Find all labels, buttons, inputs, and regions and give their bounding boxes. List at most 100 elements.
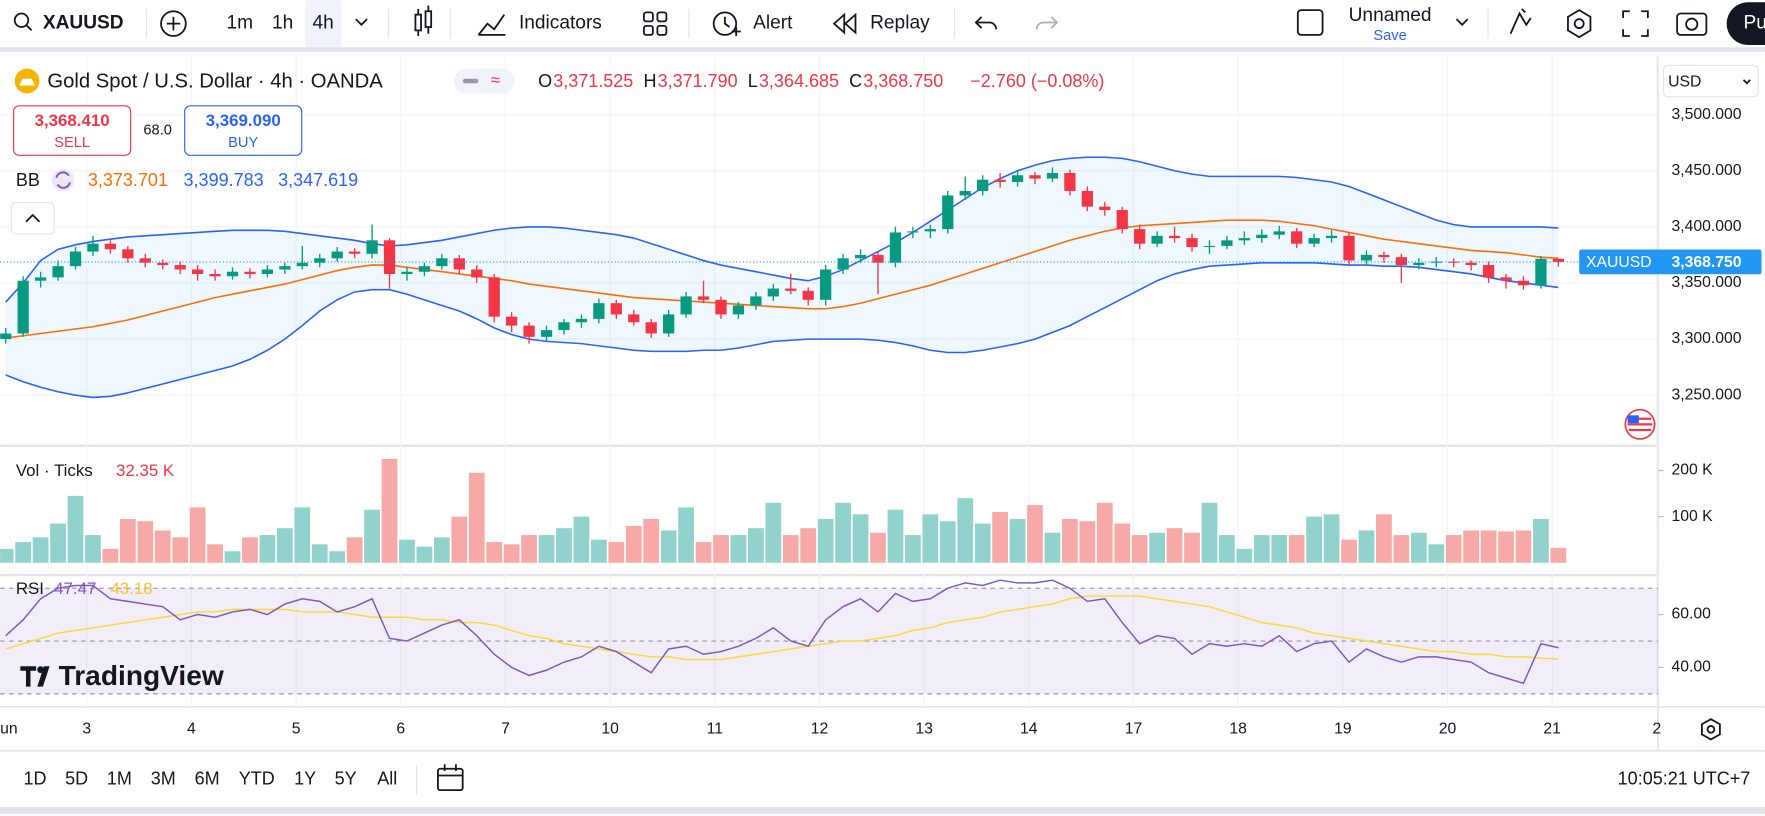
redo-button[interactable] (1035, 16, 1059, 30)
price-change: −2.760 (−0.08%) (970, 71, 1104, 91)
indicators-button[interactable]: Indicators (477, 13, 602, 36)
volume-bar (1445, 535, 1462, 563)
volume-bar (1027, 505, 1043, 563)
event-flag-icon (1627, 415, 1639, 424)
ohlc-value: 3,371.790 (658, 71, 738, 91)
axis-settings-button[interactable] (1700, 718, 1721, 741)
visibility-pill[interactable] (453, 68, 515, 94)
candle-body (1221, 240, 1233, 246)
collapse-button[interactable] (10, 202, 55, 235)
volume-bar (416, 546, 433, 563)
volume-bar (1323, 514, 1340, 563)
snapshot-button[interactable] (1676, 12, 1708, 36)
volume-bar (713, 535, 729, 563)
candle-body (52, 266, 64, 278)
interval[interactable]: 1m (227, 13, 254, 34)
publish-button[interactable] (1726, 2, 1765, 46)
range-button[interactable]: 3M (151, 769, 176, 789)
candle-body (174, 265, 186, 270)
volume-bar (172, 537, 189, 563)
sell-button[interactable] (13, 105, 132, 156)
indicators-icon (477, 14, 506, 36)
time-label: un (0, 720, 18, 737)
candle-body (1046, 172, 1059, 179)
time-label: 14 (1020, 720, 1038, 737)
candle-body (1291, 231, 1303, 244)
volume-bar (1515, 530, 1532, 563)
go-to-date-button[interactable] (437, 767, 464, 792)
volume-bar (1044, 532, 1061, 563)
volume-bar (1463, 530, 1480, 563)
y-tick-label: 3,500.000 (1671, 106, 1741, 123)
candle-body (767, 288, 779, 297)
range-button[interactable]: 6M (195, 769, 220, 789)
volume-bar (207, 544, 223, 563)
interval[interactable]: 1h (272, 13, 293, 34)
volume-bar (974, 523, 991, 563)
grid-icon (642, 11, 654, 23)
plot-area (0, 56, 1658, 707)
candle-body (1099, 206, 1111, 211)
spread: 68.0 (143, 122, 171, 138)
layout-name[interactable]: Unnamed (1349, 5, 1432, 26)
range-button[interactable]: 5D (65, 769, 88, 789)
interval-menu[interactable] (355, 18, 368, 27)
interval[interactable]: 4h (312, 13, 333, 34)
volume-bar (468, 472, 485, 563)
range-button[interactable]: 1D (23, 769, 46, 789)
undo-button[interactable] (974, 16, 998, 30)
candle-body (1064, 172, 1076, 191)
volume-bar (1376, 514, 1392, 563)
range-button[interactable]: 5Y (335, 769, 357, 789)
add-icon (166, 16, 181, 31)
candle-body (122, 249, 134, 259)
candle-body (1482, 265, 1495, 278)
compare-button[interactable] (160, 10, 187, 37)
time-label: 13 (915, 720, 933, 737)
bb-loading-icon (55, 171, 71, 189)
indicator-line (5, 262, 1559, 399)
save-label[interactable]: Save (1373, 28, 1406, 44)
currency-select[interactable] (1663, 64, 1759, 98)
volume-bar (259, 535, 276, 563)
range-button[interactable]: All (377, 769, 397, 789)
settings-button[interactable] (1567, 9, 1592, 39)
volume-bar (1062, 518, 1078, 563)
volume-bar (1114, 523, 1131, 563)
chart-style-button[interactable] (414, 5, 433, 37)
fullscreen-button[interactable] (1622, 10, 1649, 37)
candle-body (1395, 257, 1407, 266)
candle-body (680, 296, 692, 315)
range-button[interactable]: 1M (107, 769, 132, 789)
buy-button[interactable] (184, 105, 303, 156)
layout-icon[interactable] (1296, 9, 1324, 36)
volume-value: 32.35 K (116, 461, 175, 480)
indicator-line (5, 219, 1559, 339)
alert-button[interactable]: Alert (712, 11, 793, 37)
candle-body (628, 314, 640, 323)
layouts-button[interactable] (642, 11, 668, 36)
range-button[interactable]: YTD (239, 769, 275, 789)
legend: Gold Spot / U.S. Dollar · 4h · OANDA ≈ O… (10, 68, 1104, 598)
volume-bar (660, 530, 677, 563)
layout-menu[interactable] (1455, 18, 1469, 27)
bb-lower: 3,347.619 (278, 170, 358, 190)
candle-body (226, 271, 239, 277)
replay-button[interactable]: Replay (832, 12, 930, 35)
y-tick-label: 100 K (1671, 508, 1713, 525)
symbol-search[interactable]: XAUUSD (13, 12, 124, 34)
candle-body (593, 303, 605, 319)
time-label: 7 (501, 720, 510, 737)
volume-bar (85, 535, 101, 563)
candle-body (924, 229, 936, 232)
candle-body (540, 330, 553, 337)
range-button[interactable]: 1Y (294, 769, 316, 789)
y-tick-label: 3,450.000 (1671, 162, 1741, 179)
candle-body (854, 254, 867, 259)
volume-bar (521, 535, 537, 563)
volume-bar (189, 507, 206, 563)
volume-bar (242, 537, 258, 563)
quick-search-button[interactable] (1509, 8, 1532, 35)
candle-body (732, 305, 745, 315)
candle-body (349, 251, 361, 254)
